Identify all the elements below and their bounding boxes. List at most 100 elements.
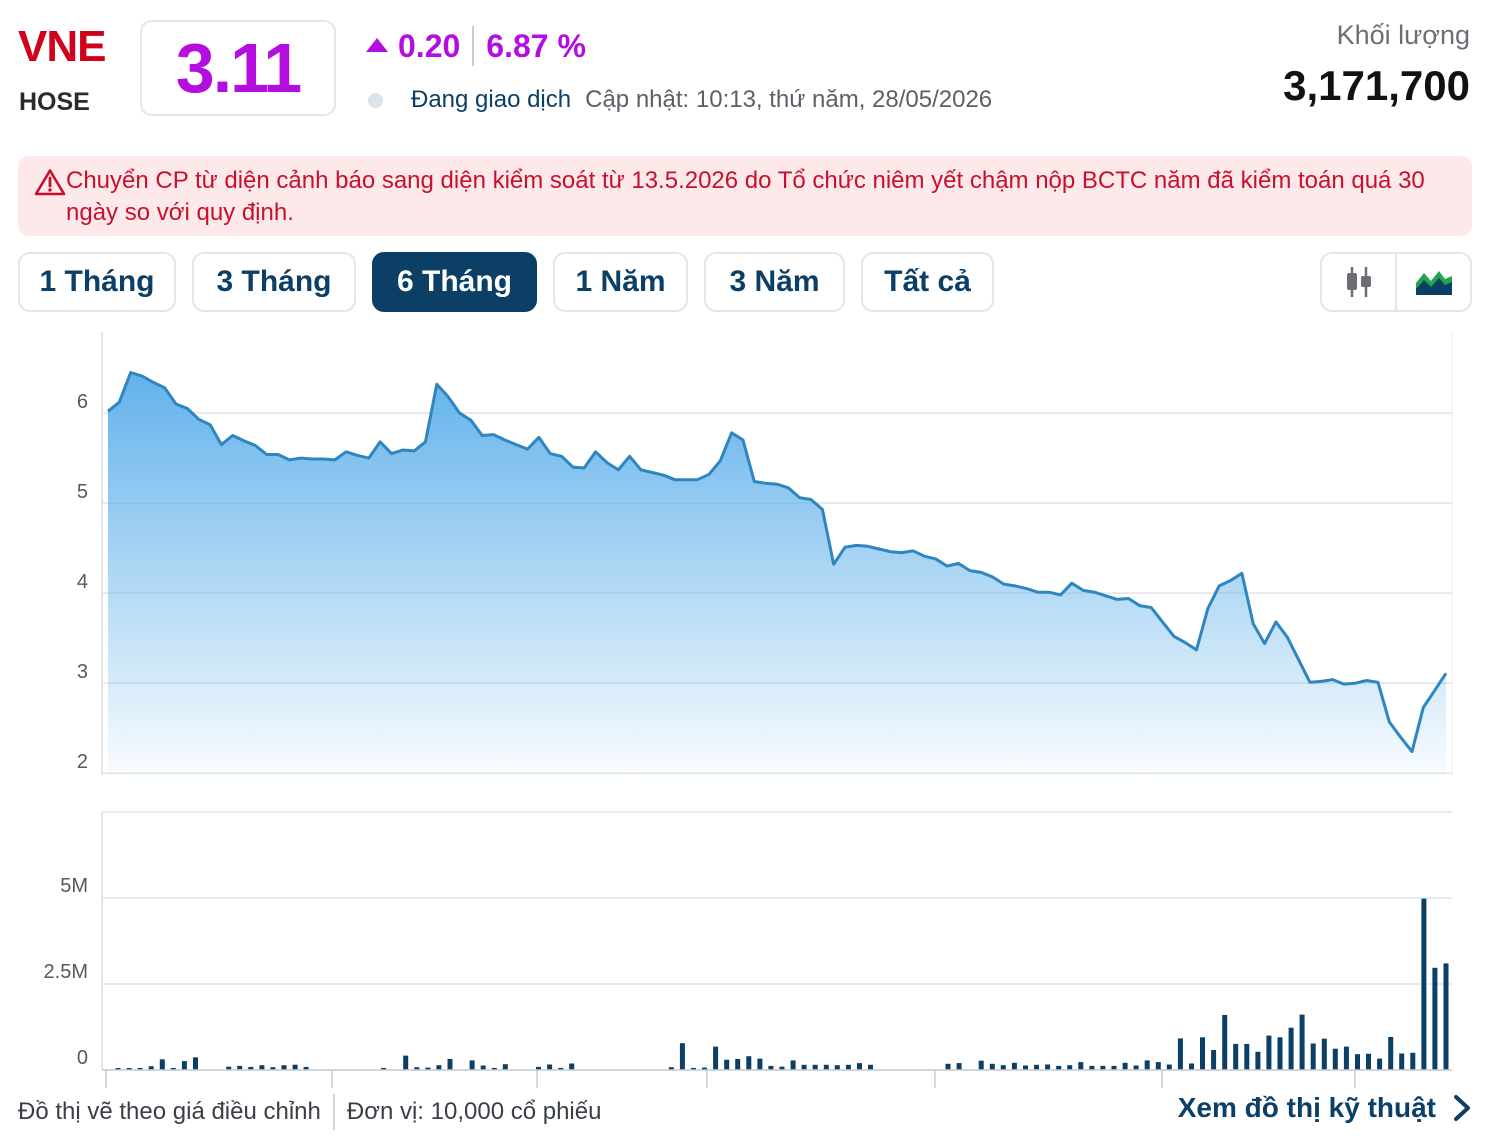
- volume-bar: [1000, 1065, 1006, 1070]
- warning-triangle-icon: [34, 169, 66, 196]
- volume-bar: [414, 1067, 420, 1070]
- volume-bar: [425, 1067, 431, 1070]
- tab-3-months[interactable]: 3 Tháng: [192, 252, 356, 312]
- volume-bar: [1189, 1063, 1194, 1070]
- price-change: 0.20 6.87 %: [366, 26, 586, 66]
- chart-footer: Đồ thị vẽ theo giá điều chỉnh Đơn vị: 10…: [18, 1094, 601, 1130]
- volume-bar: [801, 1064, 807, 1070]
- volume-label: Khối lượng: [1336, 20, 1470, 50]
- price-area-fill: [108, 372, 1446, 775]
- volume-bar: [281, 1065, 287, 1070]
- volume-bar: [1310, 1043, 1316, 1070]
- volume-bar: [1056, 1065, 1062, 1070]
- status-text: Đang giao dịch: [411, 86, 572, 113]
- volume-bar: [679, 1043, 685, 1070]
- volume-bar: [148, 1066, 154, 1070]
- volume-y-tick-label: 2.5M: [44, 961, 88, 983]
- tab-1-month[interactable]: 1 Tháng: [18, 252, 176, 312]
- price-y-tick-label: 5: [77, 481, 88, 503]
- volume-bar: [193, 1057, 198, 1070]
- volume-bar: [823, 1064, 829, 1070]
- volume-bar: [1432, 967, 1438, 1070]
- volume-bar: [1144, 1060, 1150, 1070]
- volume-bar: [1177, 1038, 1183, 1070]
- volume-bar: [1078, 1062, 1084, 1070]
- volume-bar: [1277, 1037, 1283, 1070]
- change-value: 0.20: [398, 27, 461, 64]
- volume-bar: [1211, 1050, 1217, 1070]
- volume-bar: [1233, 1043, 1239, 1070]
- volume-bar: [536, 1066, 541, 1070]
- volume-bar: [248, 1066, 254, 1070]
- volume-bar: [1288, 1027, 1294, 1070]
- volume-bar: [303, 1066, 309, 1070]
- volume-bar: [1244, 1043, 1250, 1070]
- volume-bar: [259, 1065, 265, 1070]
- volume-bar: [845, 1064, 851, 1070]
- volume-bar: [1255, 1051, 1261, 1070]
- volume-bar-chart: 0 2.5M 5M: [44, 811, 1452, 1088]
- volume-bar: [502, 1064, 508, 1070]
- range-tabs: 1 Tháng 3 Tháng 6 Tháng 1 Năm 3 Năm Tất …: [18, 252, 1010, 312]
- technical-chart-link-label: Xem đồ thị kỹ thuật: [1177, 1092, 1436, 1123]
- ticker-symbol: VNE: [18, 22, 106, 71]
- volume-bar: [1222, 1015, 1228, 1070]
- volume-bar: [691, 1067, 696, 1070]
- volume-bar: [857, 1063, 862, 1070]
- volume-bar: [547, 1064, 553, 1070]
- tab-6-months[interactable]: 6 Tháng: [372, 252, 537, 312]
- volume-x-axis: [102, 1069, 1452, 1088]
- volume-bar: [436, 1065, 442, 1070]
- volume-bar: [1410, 1052, 1416, 1070]
- volume-gridlines: [101, 811, 1452, 1071]
- volume-bar: [181, 1061, 187, 1070]
- volume-bar: [1377, 1058, 1383, 1070]
- volume-bar: [1023, 1065, 1028, 1070]
- tab-all[interactable]: Tất cả: [861, 252, 994, 312]
- volume-y-axis: 0 2.5M 5M: [44, 875, 88, 1069]
- price-y-tick-label: 6: [77, 391, 88, 413]
- volume-bar: [1011, 1062, 1017, 1070]
- volume-bar: [1133, 1065, 1139, 1070]
- volume-bar: [746, 1056, 752, 1070]
- volume-bar: [1200, 1037, 1205, 1070]
- volume-bar: [480, 1065, 486, 1070]
- volume-bar: [668, 1067, 674, 1070]
- tab-3-years[interactable]: 3 Năm: [704, 252, 845, 312]
- volume-bar: [1343, 1046, 1349, 1070]
- area-chart-icon: [1415, 271, 1452, 295]
- price-line-series: [107, 371, 1448, 754]
- volume-bar: [270, 1067, 276, 1070]
- volume-bar: [868, 1064, 873, 1070]
- volume-bar: [1421, 898, 1427, 1070]
- volume-bar: [558, 1067, 564, 1070]
- exchange-label: HOSE: [19, 88, 90, 116]
- price-y-axis: 2 3 4 5 6: [77, 391, 88, 773]
- volume-bar: [237, 1065, 243, 1070]
- tab-1-year[interactable]: 1 Năm: [553, 252, 688, 312]
- candlestick-button[interactable]: [1322, 254, 1395, 310]
- volume-y-tick-label: 5M: [60, 875, 88, 897]
- volume-bar: [1111, 1065, 1117, 1070]
- volume-bar: [768, 1065, 774, 1070]
- volume-bar: [978, 1060, 984, 1070]
- divider: [472, 26, 475, 66]
- volume-bar: [735, 1059, 741, 1070]
- volume-bar: [812, 1064, 818, 1070]
- volume-bar: [702, 1067, 707, 1070]
- candlestick-icon: [1346, 267, 1371, 297]
- technical-chart-link[interactable]: Xem đồ thị kỹ thuật: [1178, 1092, 1474, 1124]
- volume-bar: [1388, 1037, 1394, 1070]
- area-chart-button[interactable]: [1395, 254, 1470, 310]
- volume-bar: [1321, 1038, 1327, 1070]
- chevron-right-icon: [1454, 1095, 1470, 1121]
- volume-bar: [1045, 1064, 1051, 1070]
- volume-bar: [1034, 1064, 1039, 1070]
- volume-bar: [1443, 963, 1449, 1070]
- volume-bar: [403, 1055, 409, 1070]
- volume-bar: [956, 1063, 962, 1070]
- trading-status: Đang giao dịch Cập nhật: 10:13, thứ năm,…: [366, 86, 992, 114]
- volume-bar: [1355, 1054, 1360, 1070]
- price-box: 3.11: [140, 20, 336, 116]
- volume-bar: [757, 1058, 763, 1070]
